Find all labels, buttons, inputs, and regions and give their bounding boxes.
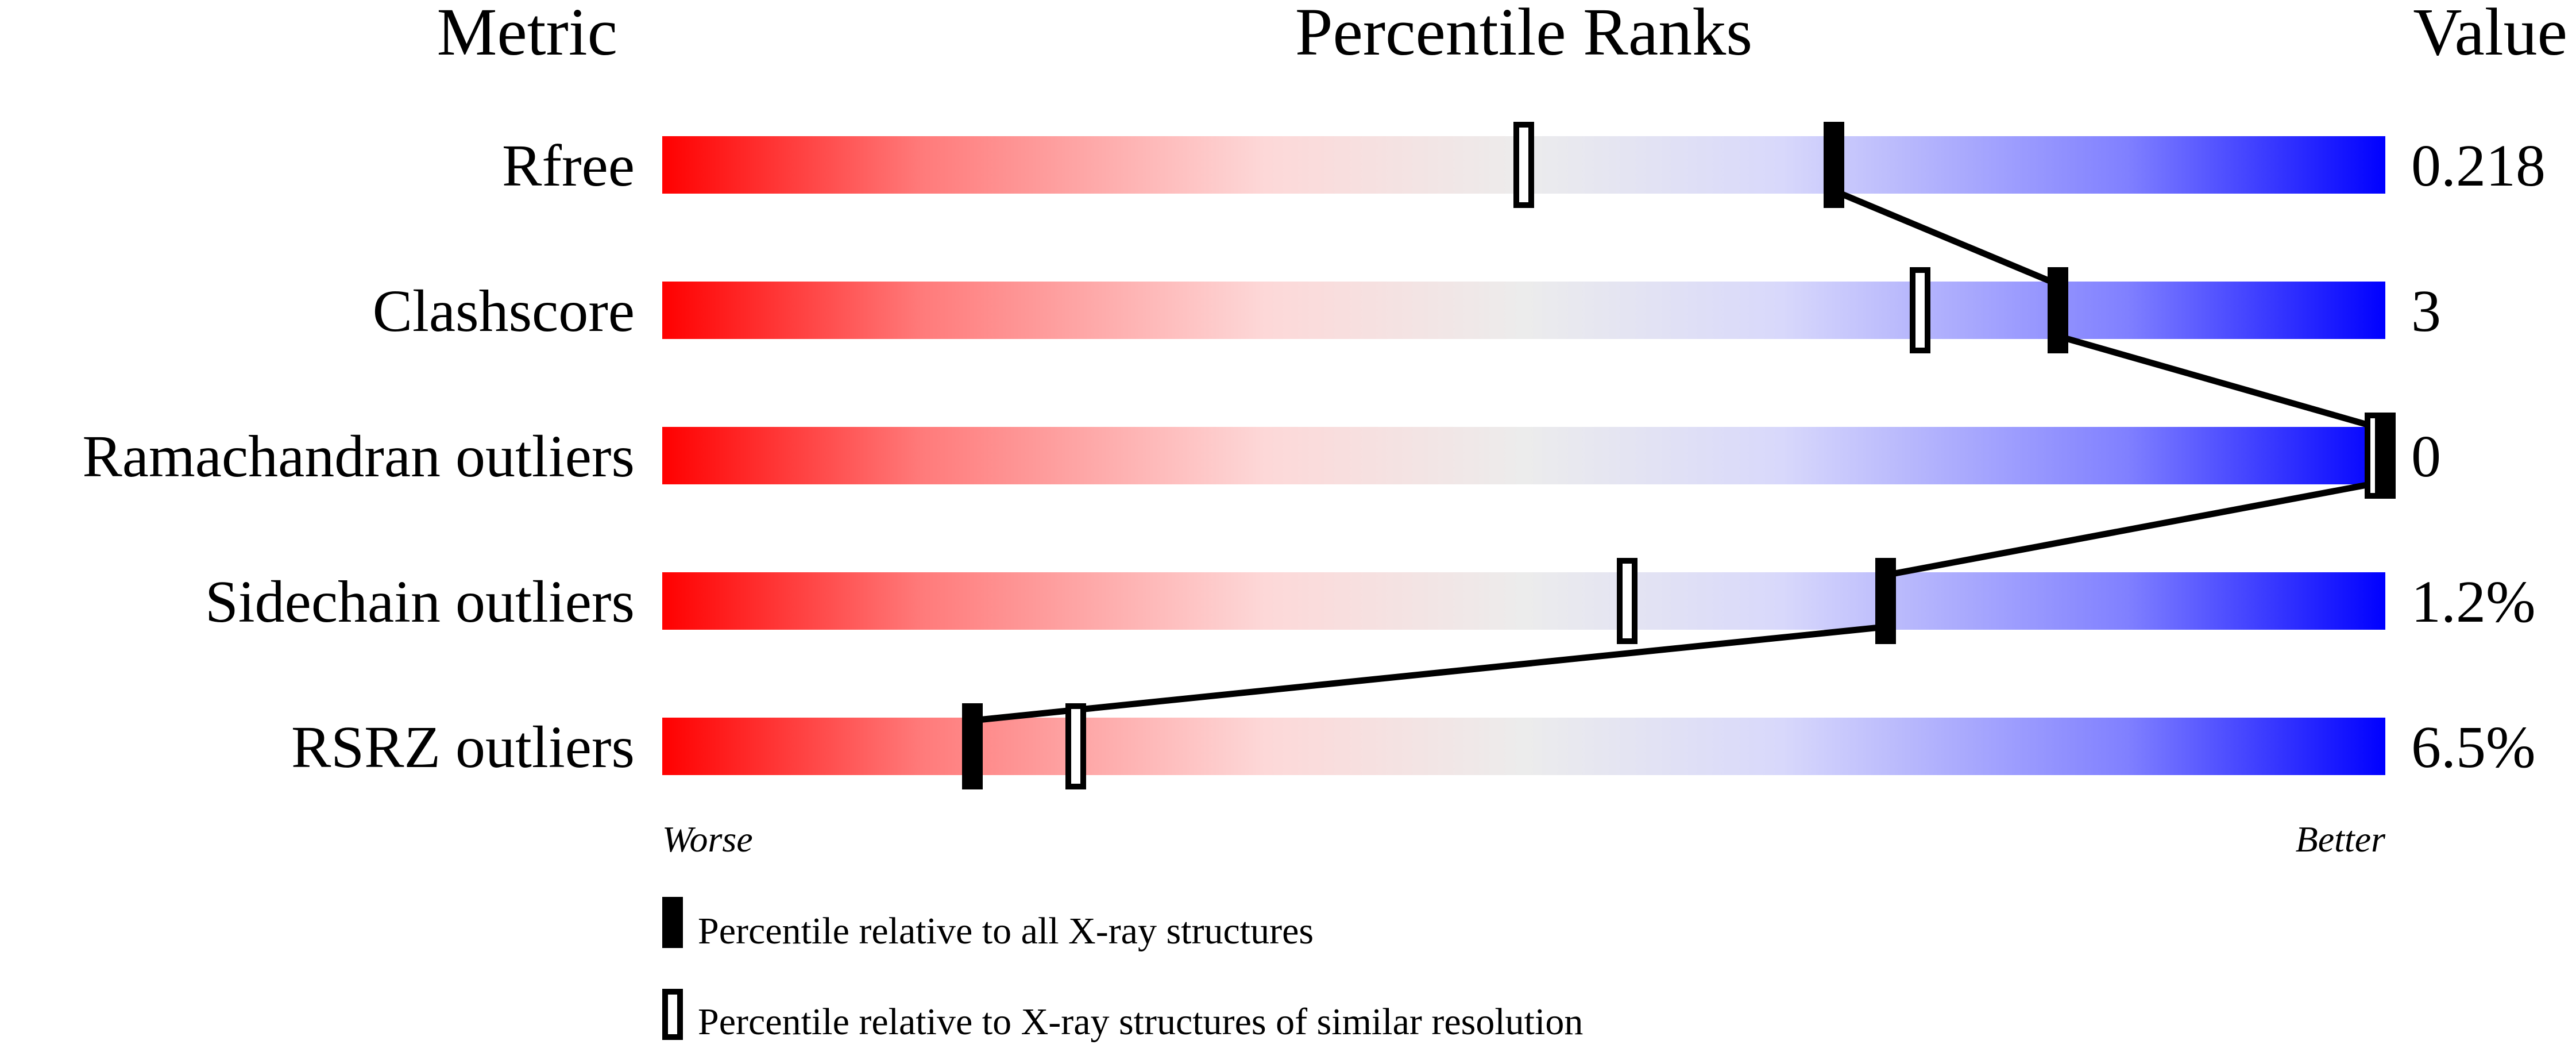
header-value: Value bbox=[2413, 0, 2567, 70]
metric-value: 0 bbox=[2411, 423, 2441, 490]
header-metric: Metric bbox=[437, 0, 617, 70]
percentile-bar bbox=[662, 427, 2385, 484]
marker-all-structures bbox=[2048, 267, 2068, 353]
metric-value: 0.218 bbox=[2411, 133, 2546, 199]
marker-all-structures bbox=[1824, 122, 1844, 208]
metric-label: Rfree bbox=[502, 133, 635, 199]
header-percentile-ranks: Percentile Ranks bbox=[1295, 0, 1752, 70]
legend-hollow-marker bbox=[662, 989, 683, 1040]
marker-all-structures bbox=[2375, 413, 2396, 499]
metric-value: 6.5% bbox=[2411, 714, 2536, 780]
metric-value: 3 bbox=[2411, 278, 2441, 344]
metric-label: Clashscore bbox=[373, 278, 635, 344]
marker-similar-resolution bbox=[1617, 558, 1637, 644]
legend-filled-marker bbox=[662, 897, 683, 948]
axis-label-worse: Worse bbox=[662, 819, 753, 860]
axis-label-better: Better bbox=[2296, 819, 2386, 860]
legend-label-all: Percentile relative to all X-ray structu… bbox=[698, 910, 1314, 952]
percentile-bar bbox=[662, 718, 2385, 775]
marker-similar-resolution bbox=[1065, 703, 1086, 789]
metric-label: Sidechain outliers bbox=[205, 569, 635, 635]
marker-similar-resolution bbox=[1513, 122, 1534, 208]
metric-label: Ramachandran outliers bbox=[82, 423, 635, 490]
legend-label-similar: Percentile relative to X-ray structures … bbox=[698, 1001, 1583, 1043]
percentile-bar bbox=[662, 282, 2385, 339]
metric-label: RSRZ outliers bbox=[291, 714, 635, 780]
marker-all-structures bbox=[1875, 558, 1896, 644]
metric-value: 1.2% bbox=[2411, 569, 2536, 635]
percentile-bar bbox=[662, 572, 2385, 630]
marker-similar-resolution bbox=[1910, 267, 1930, 353]
marker-all-structures bbox=[962, 703, 983, 789]
